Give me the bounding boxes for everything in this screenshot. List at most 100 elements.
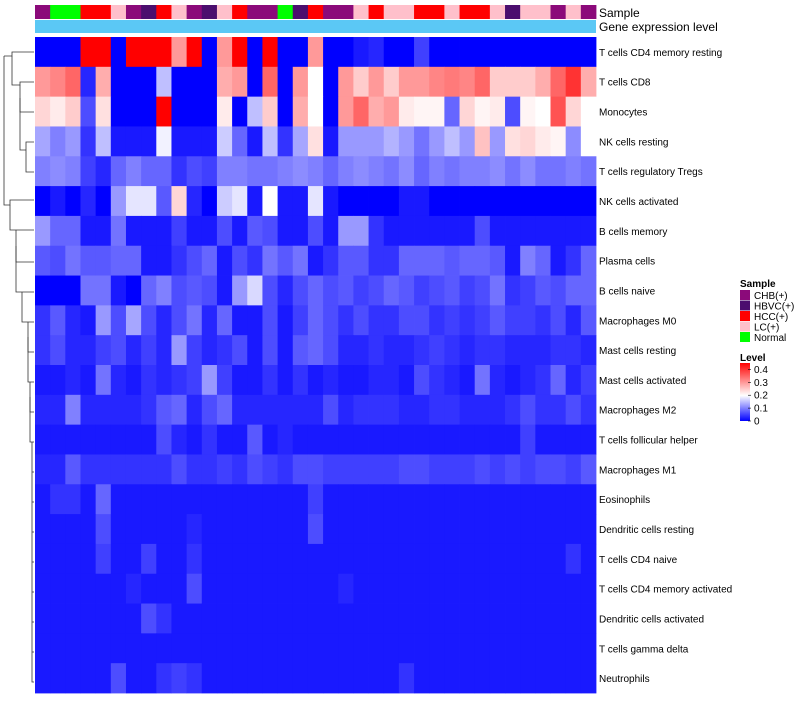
- heatmap-cell: [398, 543, 415, 575]
- heatmap-cell: [323, 305, 339, 336]
- heatmap-cell: [277, 215, 294, 247]
- heatmap-cell: [474, 96, 491, 127]
- heatmap-cell: [232, 573, 248, 604]
- heatmap-cell: [262, 573, 278, 604]
- heatmap-cell: [505, 663, 521, 694]
- heatmap-cell: [459, 156, 476, 187]
- heatmap-cell: [171, 603, 188, 634]
- heatmap-cell: [323, 335, 339, 366]
- heatmap-cell: [262, 335, 278, 366]
- heatmap-cell: [383, 96, 400, 127]
- heatmap-cell: [580, 305, 597, 336]
- heatmap-cell: [307, 394, 324, 426]
- heatmap-cell: [186, 543, 203, 575]
- heatmap-cell: [186, 335, 203, 366]
- sample-cell: [232, 5, 248, 19]
- legend-swatch: [740, 311, 750, 321]
- heatmap-cell: [520, 126, 536, 157]
- row-label: B cells naive: [599, 286, 656, 297]
- heatmap-cell: [35, 484, 51, 515]
- heatmap-cell: [125, 573, 142, 604]
- heatmap-cell: [353, 156, 369, 187]
- heatmap-cell: [201, 633, 218, 664]
- heatmap-cell: [444, 514, 460, 545]
- heatmap-cell: [474, 454, 491, 485]
- heatmap-cell: [95, 186, 112, 217]
- heatmap-cell: [459, 37, 476, 68]
- heatmap-cell: [429, 543, 445, 575]
- heatmap-cell: [550, 186, 567, 217]
- heatmap-cell: [216, 394, 233, 426]
- heatmap-cell: [277, 424, 294, 455]
- heatmap-cell: [338, 186, 354, 217]
- heatmap-cell: [247, 514, 263, 545]
- heatmap-cell: [110, 156, 127, 187]
- row-label: NK cells resting: [599, 137, 668, 148]
- heatmap-cell: [520, 156, 536, 187]
- heatmap-cell: [262, 305, 278, 336]
- heatmap-cell: [580, 514, 597, 545]
- legend-group-label: LC(+): [754, 323, 779, 334]
- heatmap-cell: [307, 663, 324, 694]
- heatmap-cell: [489, 96, 506, 127]
- heatmap-cell: [505, 484, 521, 515]
- heatmap-cell: [65, 96, 81, 127]
- heatmap-cell: [80, 424, 97, 455]
- heatmap-cell: [383, 215, 400, 247]
- heatmap-cell: [201, 126, 218, 157]
- sample-cell: [459, 5, 476, 19]
- heatmap-cell: [520, 514, 536, 545]
- heatmap-cell: [216, 215, 233, 247]
- heatmap-cell: [171, 126, 188, 157]
- heatmap-cell: [505, 543, 521, 575]
- heatmap-cell: [125, 484, 142, 515]
- heatmap-cell: [323, 454, 339, 485]
- heatmap-cell: [489, 275, 506, 306]
- heatmap-cell: [50, 335, 66, 366]
- heatmap-cell: [489, 305, 506, 336]
- heatmap-cell: [505, 275, 521, 306]
- heatmap-cell: [398, 126, 415, 157]
- heatmap-cell: [141, 514, 157, 545]
- heatmap-cell: [186, 454, 203, 485]
- heatmap-cell: [414, 573, 430, 604]
- heatmap-cell: [550, 603, 567, 634]
- heatmap-cell: [565, 215, 582, 247]
- heatmap-cell: [353, 514, 369, 545]
- heatmap-cell: [247, 96, 263, 127]
- heatmap-cell: [292, 66, 309, 98]
- heatmap-cell: [141, 573, 157, 604]
- heatmap-cell: [171, 484, 188, 515]
- heatmap-cell: [429, 126, 445, 157]
- heatmap-cell: [186, 394, 203, 426]
- heatmap-cell: [171, 305, 188, 336]
- heatmap-cell: [201, 96, 218, 127]
- heatmap-cell: [156, 633, 172, 664]
- heatmap-cell: [368, 215, 385, 247]
- heatmap-cell: [125, 126, 142, 157]
- heatmap-cell: [398, 484, 415, 515]
- heatmap-cell: [171, 543, 188, 575]
- heatmap-cell: [156, 275, 172, 306]
- heatmap-cell: [171, 245, 188, 276]
- sample-annotation-bar: [35, 5, 597, 19]
- heatmap-cell: [292, 245, 309, 276]
- heatmap-cell: [125, 275, 142, 306]
- heatmap-cell: [444, 454, 460, 485]
- heatmap-cell: [535, 484, 551, 515]
- heatmap-cell: [489, 633, 506, 664]
- heatmap-cell: [232, 66, 248, 98]
- heatmap-cell: [565, 245, 582, 276]
- heatmap-cell: [580, 573, 597, 604]
- heatmap-cell: [156, 454, 172, 485]
- heatmap-cell: [110, 305, 127, 336]
- heatmap-cell: [383, 633, 400, 664]
- heatmap-cell: [216, 633, 233, 664]
- heatmap-cell: [353, 633, 369, 664]
- heatmap-cell: [550, 394, 567, 426]
- heatmap-cell: [535, 663, 551, 694]
- sample-cell: [550, 5, 567, 19]
- heatmap-cell: [444, 126, 460, 157]
- heatmap-cell: [565, 335, 582, 366]
- heatmap-cell: [186, 37, 203, 68]
